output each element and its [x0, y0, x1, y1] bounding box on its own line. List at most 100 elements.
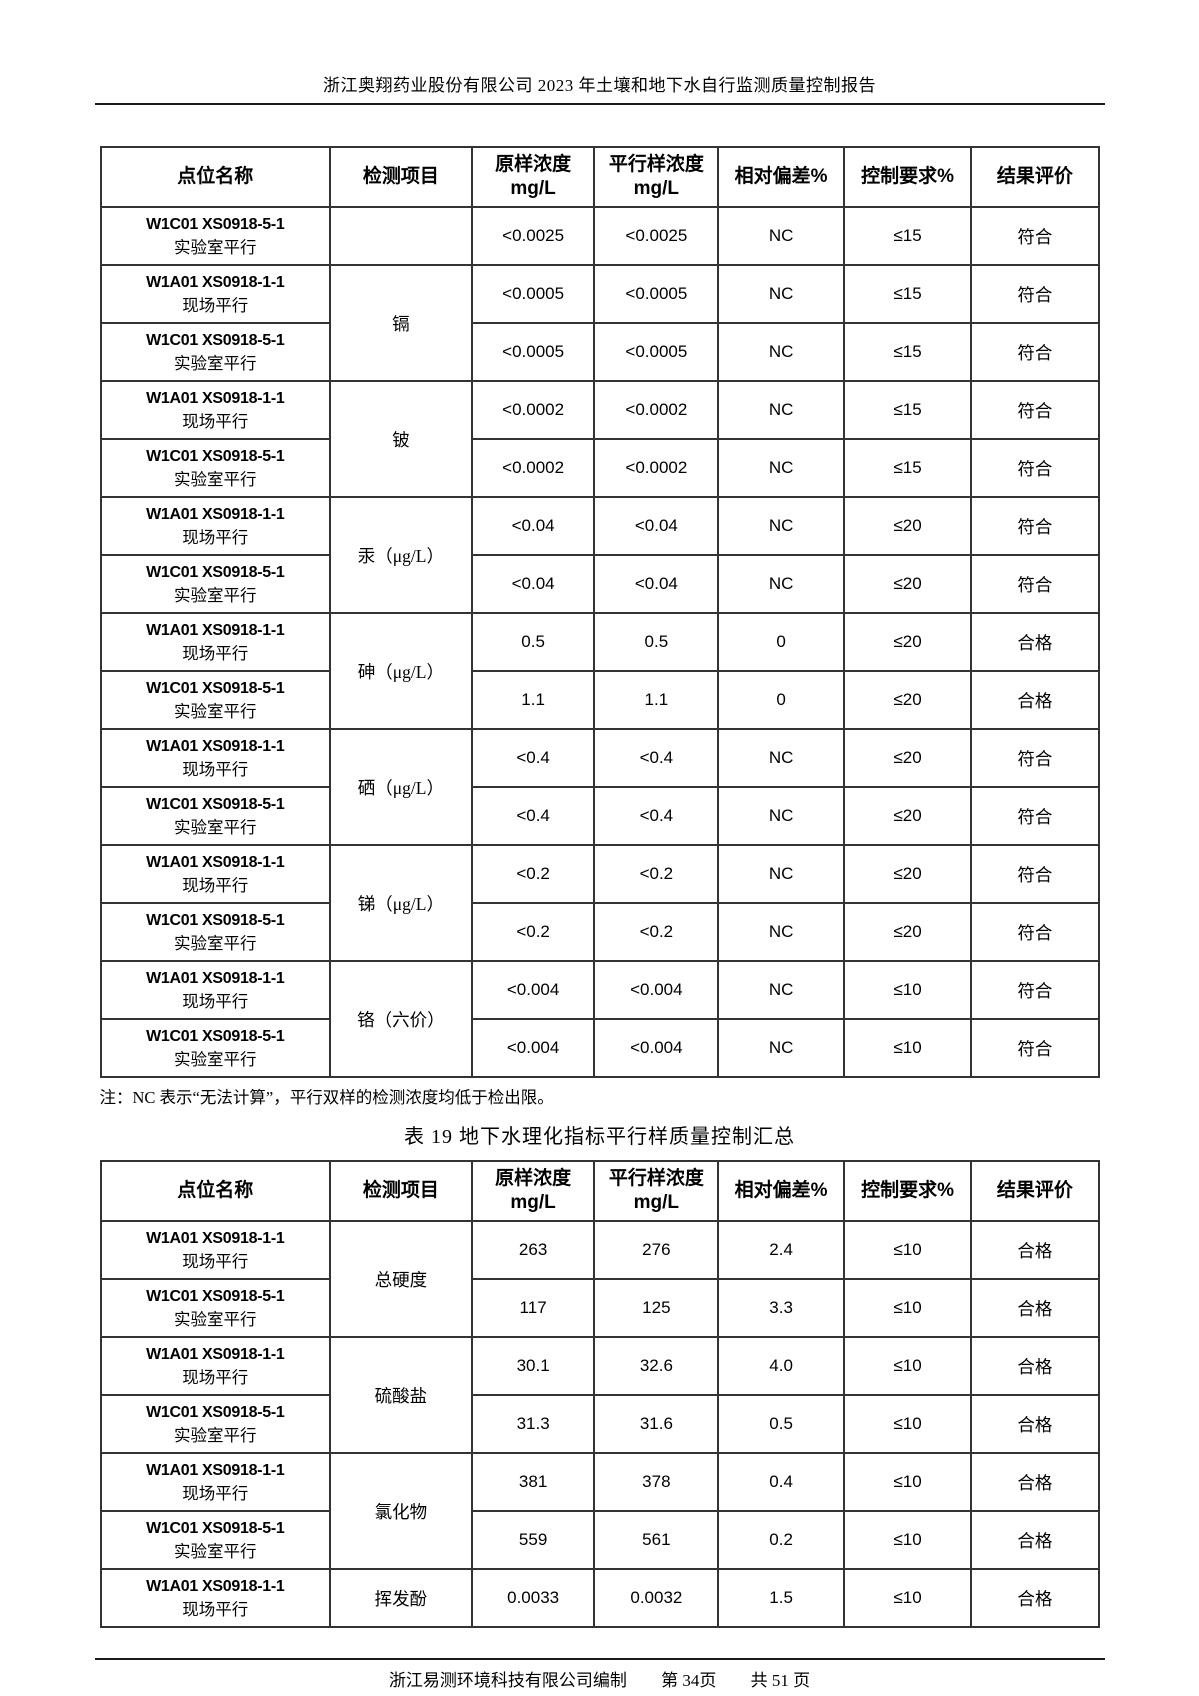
site-sample-type: 现场平行	[182, 1368, 249, 1387]
site-name-cell: W1C01 XS0918-5-1 实验室平行	[99, 322, 332, 382]
control-requirement-cell: ≤10	[842, 1278, 973, 1338]
original-concentration-cell: 31.3	[470, 1394, 596, 1454]
site-sample-type: 实验室平行	[174, 1426, 257, 1445]
site-name-cell: W1C01 XS0918-5-1 实验室平行	[99, 1510, 332, 1570]
duplicate-concentration-cell: <0.4	[593, 786, 720, 846]
site-sample-type: 现场平行	[182, 296, 249, 315]
relative-deviation-cell: NC	[717, 264, 845, 324]
column-header-0: 点位名称	[99, 146, 332, 208]
site-code: W1A01 XS0918-1-1	[146, 738, 285, 755]
control-requirement-cell: ≤10	[842, 1220, 973, 1280]
site-name-cell: W1A01 XS0918-1-1 现场平行	[99, 496, 332, 556]
site-name-cell: W1A01 XS0918-1-1 现场平行	[99, 844, 332, 904]
column-header-1: 检测项目	[329, 146, 473, 208]
site-code: W1C01 XS0918-5-1	[146, 332, 285, 349]
duplicate-concentration-cell: <0.0025	[593, 206, 720, 266]
column-header-5: 控制要求%	[842, 1160, 973, 1222]
table-row: W1A01 XS0918-1-1 现场平行 锑（μg/L） <0.2 <0.2 NC ≤20…	[99, 844, 1100, 962]
analyte-item-cell: 总硬度	[329, 1220, 473, 1338]
relative-deviation-cell: NC	[717, 438, 845, 498]
site-code: W1A01 XS0918-1-1	[146, 506, 285, 523]
original-concentration-cell: <0.004	[470, 1018, 596, 1078]
control-requirement-cell: ≤10	[842, 1510, 973, 1570]
original-concentration-cell: <0.4	[470, 728, 596, 788]
table-row: W1A01 XS0918-1-1 现场平行 挥发酚 0.0033 0.0032 1.5 ≤1…	[99, 1568, 1100, 1628]
duplicate-concentration-cell: 1.1	[593, 670, 720, 730]
analyte-item-cell: 镉	[329, 264, 473, 382]
column-header-unit: mg/L	[510, 1192, 556, 1213]
site-name-cell: W1A01 XS0918-1-1 现场平行	[99, 1220, 332, 1280]
column-header-label: 检测项目	[362, 166, 439, 187]
site-name-cell: W1C01 XS0918-5-1 实验室平行	[99, 786, 332, 846]
duplicate-concentration-cell: <0.004	[593, 1018, 720, 1078]
table-row: W1C01 XS0918-5-1 实验室平行 <0.04 <0.04 NC ≤20 符合	[99, 554, 1100, 614]
column-header-label: 控制要求%	[861, 166, 955, 187]
site-code: W1A01 XS0918-1-1	[146, 274, 285, 291]
table-row: W1C01 XS0918-5-1 实验室平行 31.3 31.6 0.5 ≤10 合格	[99, 1394, 1100, 1454]
duplicate-concentration-cell: 0.5	[593, 612, 720, 672]
table-row: W1A01 XS0918-1-1 现场平行 铬（六价） <0.004 <0.004 NC ≤…	[99, 960, 1100, 1078]
site-code: W1A01 XS0918-1-1	[146, 1346, 285, 1363]
site-code: W1A01 XS0918-1-1	[146, 854, 285, 871]
column-header-label: 检测项目	[362, 1180, 439, 1201]
table-row: W1A01 XS0918-1-1 现场平行 硫酸盐 30.1 32.6 4.0 ≤10 合格	[99, 1336, 1100, 1454]
duplicate-concentration-cell: 32.6	[593, 1336, 720, 1396]
control-requirement-cell: ≤20	[842, 670, 973, 730]
site-name-cell: W1A01 XS0918-1-1 现场平行	[99, 960, 332, 1020]
result-evaluation-cell: 合格	[970, 612, 1100, 672]
site-code: W1A01 XS0918-1-1	[146, 1578, 285, 1595]
table-row: W1A01 XS0918-1-1 现场平行 氯化物 381 378 0.4 ≤10 合格	[99, 1452, 1100, 1570]
result-evaluation-cell: 合格	[970, 1220, 1100, 1280]
site-sample-type: 现场平行	[182, 1484, 249, 1503]
site-sample-type: 实验室平行	[174, 818, 257, 837]
site-sample-type: 实验室平行	[174, 470, 257, 489]
site-name-cell: W1A01 XS0918-1-1 现场平行	[99, 380, 332, 440]
duplicate-concentration-cell: 378	[593, 1452, 720, 1512]
analyte-item-cell: 砷（μg/L）	[329, 612, 473, 730]
column-header-label: 结果评价	[996, 166, 1073, 187]
original-concentration-cell: <0.2	[470, 844, 596, 904]
header-row: 点位名称 检测项目 原样浓度 mg/L 平行样浓度 mg/L 相对偏差% 控制要求% 结果评价	[99, 1160, 1100, 1222]
site-name-cell: W1A01 XS0918-1-1 现场平行	[99, 1568, 332, 1628]
site-code: W1C01 XS0918-5-1	[146, 1520, 285, 1537]
site-name-cell: W1A01 XS0918-1-1 现场平行	[99, 1336, 332, 1396]
result-evaluation-cell: 符合	[970, 554, 1100, 614]
site-name-cell: W1C01 XS0918-5-1 实验室平行	[99, 670, 332, 730]
control-requirement-cell: ≤10	[842, 1452, 973, 1512]
analyte-item-cell: 铬（六价）	[329, 960, 473, 1078]
original-concentration-cell: <0.04	[470, 554, 596, 614]
column-header-6: 结果评价	[970, 146, 1100, 208]
analyte-item-cell: 硒（μg/L）	[329, 728, 473, 846]
site-name-cell: W1C01 XS0918-5-1 实验室平行	[99, 1018, 332, 1078]
site-code: W1A01 XS0918-1-1	[146, 622, 285, 639]
duplicate-concentration-cell: 561	[593, 1510, 720, 1570]
analyte-item-cell: 硫酸盐	[329, 1336, 473, 1454]
relative-deviation-cell: 0.2	[717, 1510, 845, 1570]
relative-deviation-cell: NC	[717, 960, 845, 1020]
column-header-4: 相对偏差%	[717, 1160, 845, 1222]
column-header-label: 结果评价	[996, 1180, 1073, 1201]
relative-deviation-cell: NC	[717, 322, 845, 382]
duplicate-concentration-cell: 0.0032	[593, 1568, 720, 1628]
site-name-cell: W1A01 XS0918-1-1 现场平行	[99, 612, 332, 672]
site-name-cell: W1A01 XS0918-1-1 现场平行	[99, 728, 332, 788]
column-header-label: 相对偏差%	[734, 1180, 828, 1201]
original-concentration-cell: <0.4	[470, 786, 596, 846]
table-header-row: 点位名称 检测项目 原样浓度 mg/L 平行样浓度 mg/L 相对偏差% 控制要求% 结果评价	[99, 1160, 1100, 1222]
analyte-item-cell: 汞（μg/L）	[329, 496, 473, 614]
control-requirement-cell: ≤20	[842, 902, 973, 962]
result-evaluation-cell: 符合	[970, 1018, 1100, 1078]
column-header-3: 平行样浓度 mg/L	[593, 146, 720, 208]
relative-deviation-cell: NC	[717, 554, 845, 614]
original-concentration-cell: 30.1	[470, 1336, 596, 1396]
original-concentration-cell: <0.0005	[470, 264, 596, 324]
metals-parallel-qc-table: 点位名称 检测项目 原样浓度 mg/L 平行样浓度 mg/L 相对偏差% 控制要求% 结果评价 W…	[99, 146, 1100, 1078]
duplicate-concentration-cell: <0.4	[593, 728, 720, 788]
site-code: W1C01 XS0918-5-1	[146, 680, 285, 697]
table-row: W1C01 XS0918-5-1 实验室平行 <0.0002 <0.0002 NC ≤15…	[99, 438, 1100, 498]
column-header-2: 原样浓度 mg/L	[470, 146, 596, 208]
duplicate-concentration-cell: <0.04	[593, 554, 720, 614]
site-sample-type: 现场平行	[182, 760, 249, 779]
site-name-cell: W1C01 XS0918-5-1 实验室平行	[99, 438, 332, 498]
relative-deviation-cell: 1.5	[717, 1568, 845, 1628]
